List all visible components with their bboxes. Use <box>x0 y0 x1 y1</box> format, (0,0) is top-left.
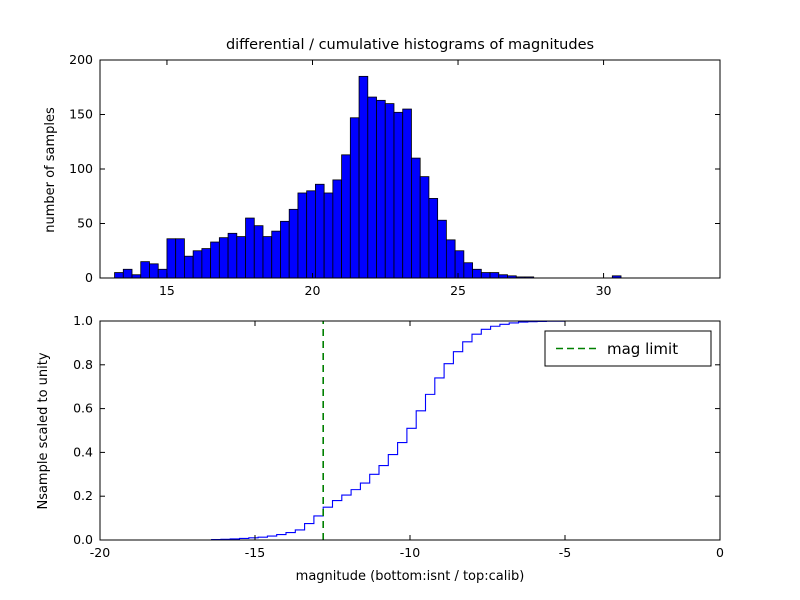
histogram-bar <box>140 261 150 279</box>
y-tick-label: 1.0 <box>73 313 93 328</box>
top-histogram-plot: 15 20 25 30 0 50 100 150 200 <box>69 52 721 298</box>
chart-title: differential / cumulative histograms of … <box>226 37 594 53</box>
y-tick-label: 50 <box>77 216 93 231</box>
x-tick-label: 15 <box>159 283 175 298</box>
histogram-bar <box>227 232 238 279</box>
cumulative-step-line <box>100 320 720 541</box>
histogram-bar <box>288 208 299 279</box>
histogram-bar <box>262 236 273 279</box>
x-tick-label: -5 <box>559 545 571 560</box>
histogram-bar <box>341 154 351 279</box>
bottom-y-axis-label: Nsample scaled to unity <box>36 352 51 509</box>
y-tick-label: 0.0 <box>73 532 93 547</box>
histogram-bar <box>314 183 325 279</box>
histogram-bar <box>454 250 465 279</box>
x-tick-label: 30 <box>596 283 612 298</box>
bottom-cumulative-plot: -20 -15 -10 -5 0 0.0 0.2 0.4 0.6 0.8 1.0 <box>73 313 724 560</box>
histogram-bar <box>114 272 124 279</box>
histogram-bar <box>445 239 456 279</box>
histogram-bar <box>349 117 360 279</box>
histogram-bar <box>489 272 500 279</box>
legend-label: mag limit <box>607 340 678 358</box>
x-tick-label: -20 <box>90 545 110 560</box>
y-tick-label: 100 <box>69 161 93 176</box>
histogram-bar <box>419 176 430 279</box>
histogram-bar <box>271 230 281 279</box>
histogram-bar <box>463 262 473 279</box>
histogram-bar <box>280 220 290 279</box>
y-tick-label: 150 <box>69 107 93 122</box>
histogram-bar <box>402 108 412 279</box>
histogram-bar <box>175 238 185 279</box>
histogram-bar <box>201 248 212 279</box>
histogram-bar <box>306 190 316 279</box>
histogram-bar <box>184 255 194 279</box>
legend: mag limit <box>544 330 712 367</box>
histogram-bar <box>472 268 482 279</box>
x-tick-label: 25 <box>450 283 466 298</box>
x-tick-label: 0 <box>716 545 724 560</box>
y-tick-label: 200 <box>69 52 93 67</box>
histogram-bar <box>332 179 342 279</box>
histogram-bar <box>218 237 229 279</box>
histogram-bar <box>323 192 334 279</box>
y-tick-label: 0.6 <box>73 401 93 416</box>
histogram-bar <box>437 219 447 279</box>
y-tick-label: 0.4 <box>73 444 93 459</box>
histogram-bar <box>122 268 133 279</box>
histogram-bar <box>297 192 308 279</box>
x-tick-label: -15 <box>245 545 265 560</box>
histogram-bar <box>192 250 203 279</box>
x-axis-label: magnitude (bottom:isnt / top:calib) <box>296 569 525 584</box>
histogram-bar <box>480 272 491 279</box>
histogram-bar <box>245 217 255 279</box>
histogram-bar <box>149 263 159 279</box>
y-tick-label: 0 <box>85 270 93 285</box>
histogram-bar <box>384 103 395 279</box>
x-tick-label: -10 <box>400 545 420 560</box>
x-tick-label: 20 <box>305 283 321 298</box>
histogram-bar <box>157 268 168 279</box>
histogram-bar <box>411 157 421 279</box>
histogram-bar <box>393 111 404 279</box>
top-y-axis-label: number of samples <box>43 107 58 233</box>
histogram-bar <box>210 241 220 279</box>
y-tick-label: 0.8 <box>73 357 93 372</box>
histogram-bar <box>166 238 177 279</box>
histogram-bar <box>358 75 369 279</box>
histogram-bar <box>428 198 439 279</box>
histogram-bar <box>367 96 377 279</box>
histogram-bar <box>253 225 264 279</box>
histogram-bar <box>376 99 386 279</box>
y-tick-label: 0.2 <box>73 488 93 503</box>
histogram-bar <box>236 236 246 279</box>
